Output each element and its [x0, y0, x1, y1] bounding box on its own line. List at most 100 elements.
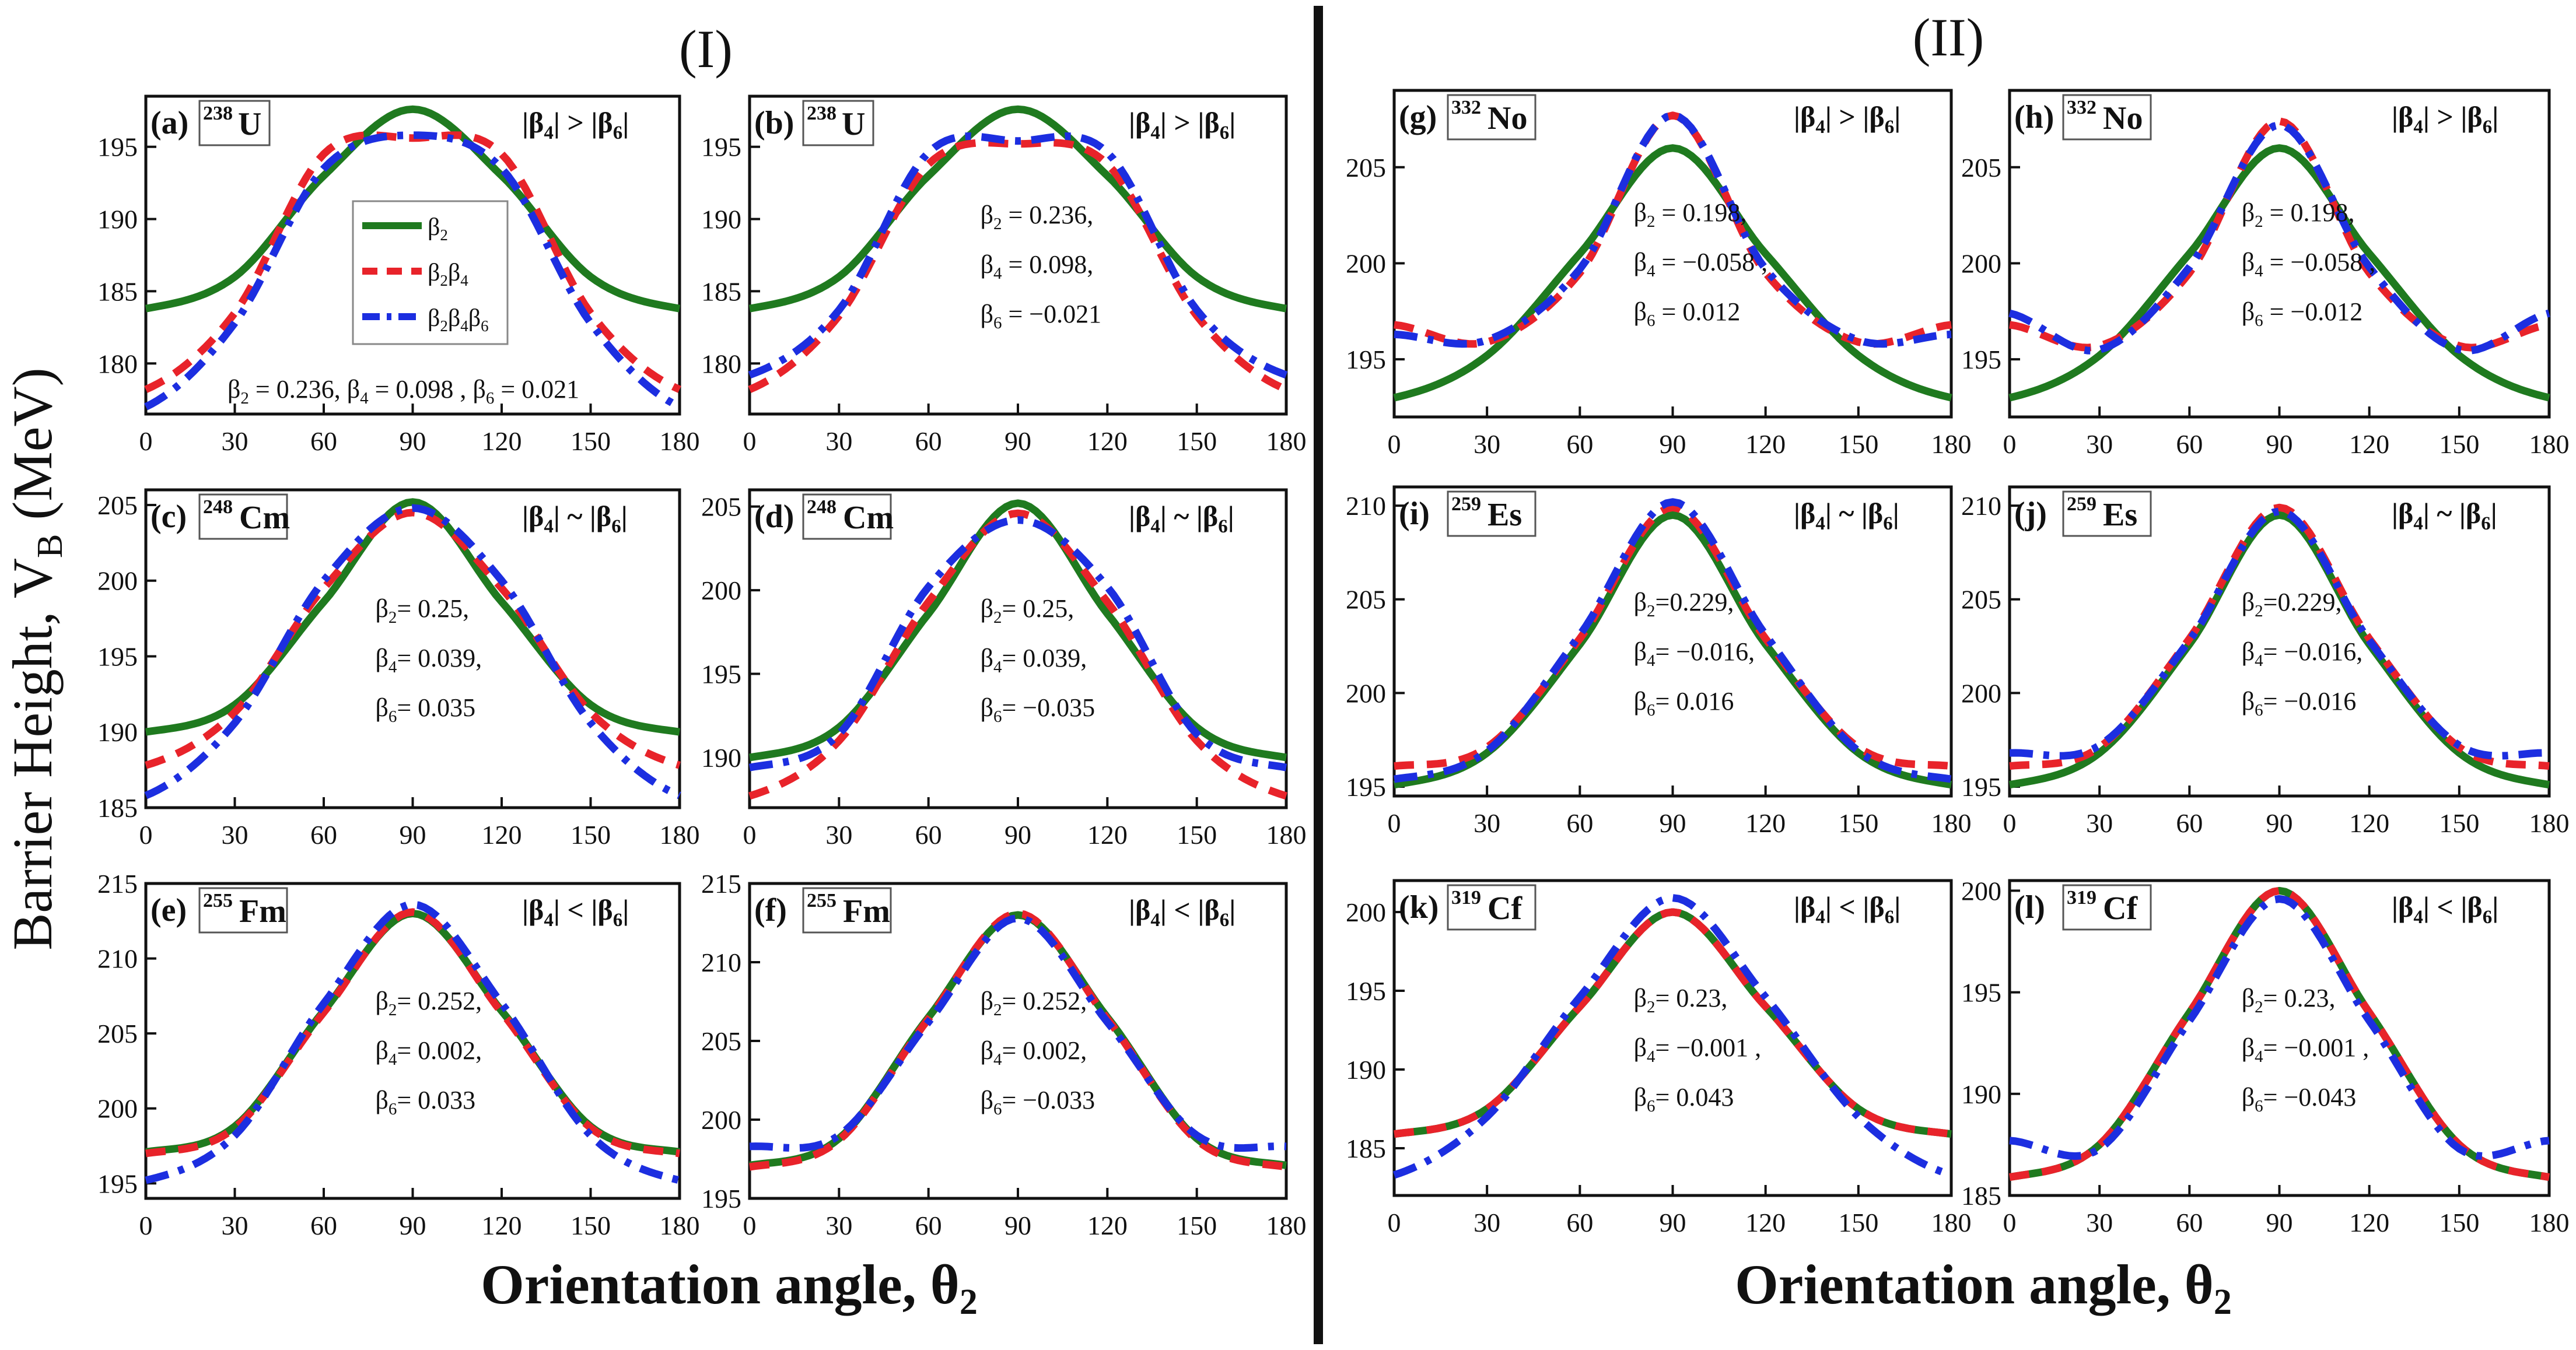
panel-letter-b: (b): [754, 105, 794, 141]
series-line-c-2: [145, 509, 681, 769]
x-tick-label-g: 0: [1388, 429, 1401, 459]
panel-l: 0 30 60 90 120 150 180 185 190 195 200 (l) 319 Cf |β4​…: [1961, 876, 2570, 1237]
series-line-h-1: [2008, 144, 2550, 402]
param-label-h-3: β6​ = −0.012: [2242, 297, 2363, 330]
param-label-f-3: β6​= −0.033: [981, 1086, 1096, 1118]
y-tick-label-i: 210: [1346, 491, 1386, 521]
y-tick-label-f: 200: [701, 1105, 741, 1135]
nucleus-label-e: (e) 255 Fm: [150, 887, 288, 934]
nucleus-label-i: (i) 259 Es: [1399, 490, 1536, 537]
y-tick-label-f: 195: [701, 1184, 741, 1214]
condition-label-b: |β4​| > |β6​|: [1129, 106, 1236, 143]
x-tick-label-i: 60: [1566, 808, 1593, 838]
y-tick-label-d: 190: [701, 743, 741, 773]
x-tick-label-e: 90: [400, 1211, 426, 1240]
y-tick-label-g: 200: [1346, 248, 1386, 278]
nucleus-box-f: [802, 887, 892, 934]
x-tick-label-f: 150: [1177, 1211, 1217, 1240]
y-tick-label-d: 205: [701, 492, 741, 522]
y-axis-title: Barrier Height, VB (MeV): [1, 367, 70, 950]
condition-label-e: |β4​| < |β6​|: [522, 893, 629, 931]
panel-letter-a: (a): [150, 105, 188, 141]
nucleus-label-a: (a) 238 U: [150, 100, 271, 146]
param-label-b-3: β6​ = −0.021: [981, 300, 1102, 332]
y-tick-label-l: 200: [1961, 876, 2001, 906]
y-tick-label-g: 195: [1346, 345, 1386, 374]
condition-label-h: |β4​| > |β6​|: [2392, 100, 2498, 138]
x-tick-label-l: 0: [2003, 1208, 2017, 1237]
x-tick-label-f: 90: [1005, 1211, 1031, 1240]
param-label-h-1: β2​ = 0.198,: [2242, 198, 2355, 231]
x-tick-label-c: 60: [310, 820, 337, 850]
mass-number-e: 255: [203, 890, 233, 911]
element-symbol-e: Fm: [239, 893, 286, 930]
y-tick-label-c: 195: [97, 641, 138, 671]
x-tick-label-h: 0: [2003, 429, 2017, 459]
x-tick-label-j: 90: [2266, 808, 2293, 838]
series-line-c-1: [145, 498, 680, 736]
mass-number-f: 255: [807, 890, 836, 911]
panel-letter-h: (h): [2014, 99, 2054, 135]
condition-label-k: |β4​| < |β6​|: [1794, 890, 1901, 928]
panel-j: 0 30 60 90 120 150 180 195 200 205 210 (j) 259 Es |β4​…: [1961, 485, 2570, 838]
param-label-c-2: β4​= 0.039,: [375, 644, 482, 676]
param-label-i-1: β2​=0.229,: [1634, 588, 1734, 620]
nucleus-box-h: [2062, 94, 2152, 141]
panel-letter-d: (d): [754, 499, 794, 535]
mass-number-b: 238: [807, 103, 836, 124]
panel-letter-e: (e): [150, 892, 187, 928]
x-tick-label-c: 180: [660, 820, 700, 850]
element-symbol-g: No: [1488, 100, 1527, 136]
series-line-j-3: [2009, 507, 2550, 760]
x-tick-label-f: 60: [915, 1211, 942, 1240]
y-tick-label-i: 205: [1346, 585, 1386, 615]
x-tick-label-a: 150: [570, 426, 611, 456]
nucleus-box-l: [2062, 884, 2152, 931]
param-label-k-2: β4​= −0.001 ,: [1634, 1033, 1762, 1066]
mass-number-c: 248: [203, 496, 233, 518]
x-tick-label-j: 0: [2003, 808, 2017, 838]
param-label-l-1: β2​= 0.23,: [2242, 984, 2336, 1016]
element-symbol-k: Cf: [1488, 890, 1522, 927]
nucleus-box-b: [802, 100, 874, 146]
panel-letter-i: (i): [1399, 496, 1430, 532]
series-line-c-3: [144, 504, 681, 800]
panels: 0306090120150180180185190195(a)238U|β4​|…: [97, 89, 2570, 1240]
param-label-i-2: β4​= −0.016,: [1634, 637, 1755, 670]
y-tick-label-b: 180: [701, 349, 741, 378]
x-tick-label-l: 90: [2266, 1208, 2293, 1237]
series-line-j-1: [2008, 511, 2550, 789]
x-tick-label-a: 90: [400, 426, 426, 456]
element-symbol-f: Fm: [843, 893, 890, 930]
param-label-k-1: β2​= 0.23,: [1634, 984, 1728, 1016]
panel-letter-f: (f): [754, 892, 787, 928]
group-label-right: (II): [1913, 8, 1985, 67]
x-tick-label-i: 150: [1838, 808, 1878, 838]
mass-number-h: 332: [2067, 97, 2096, 118]
y-tick-label-a: 190: [97, 205, 138, 234]
x-tick-label-l: 120: [2349, 1208, 2389, 1237]
x-tick-label-e: 180: [660, 1211, 700, 1240]
x-tick-label-h: 180: [2529, 429, 2570, 459]
x-tick-label-h: 120: [2349, 429, 2389, 459]
param-label-g-3: β6​ = 0.012: [1634, 297, 1741, 330]
y-tick-label-j: 205: [1961, 585, 2001, 615]
x-tick-label-b: 180: [1266, 426, 1307, 456]
condition-label-a: |β4​| > |β6​|: [522, 106, 629, 143]
y-tick-label-a: 180: [97, 349, 138, 378]
element-symbol-c: Cm: [239, 500, 290, 536]
panel-c: 0 30 60 90 120 150 180 185 190 195 200 205 (c) 248 Cm |…: [97, 488, 700, 850]
x-tick-label-d: 90: [1005, 820, 1031, 850]
panel-g: 0 30 60 90 120 150 180 195 200 205 (g) 332 No |β4​| >…: [1346, 89, 1972, 459]
y-tick-label-f: 210: [701, 948, 741, 977]
x-tick-label-a: 180: [660, 426, 700, 456]
condition-label-l: |β4​| < |β6​|: [2392, 890, 2498, 928]
y-tick-label-e: 210: [97, 944, 138, 974]
nucleus-box-i: [1447, 490, 1536, 537]
param-label-b-2: β4​ = 0.098,: [981, 250, 1094, 283]
param-label-j-3: β6​= −0.016: [2242, 687, 2357, 720]
element-symbol-a: U: [238, 106, 261, 142]
x-tick-label-e: 60: [310, 1211, 337, 1240]
